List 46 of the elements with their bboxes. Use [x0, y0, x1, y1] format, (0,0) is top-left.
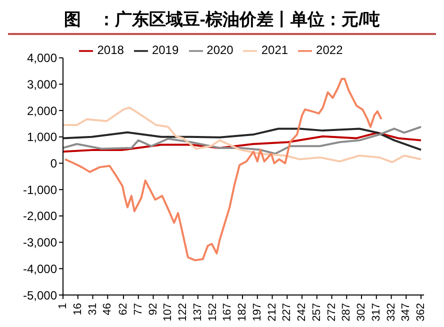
legend-label: 2022 — [316, 43, 343, 57]
x-tick-label: 287 — [340, 303, 353, 322]
y-tick-label: 0 — [50, 156, 58, 170]
x-tick-label: 272 — [326, 303, 338, 322]
x-tick-label: 167 — [222, 303, 234, 322]
x-tick-label: 182 — [236, 303, 249, 322]
legend-label: 2020 — [206, 43, 234, 57]
chart-title: 图 ：广东区域豆-棕油价差丨单位：元/吨 — [8, 8, 436, 35]
y-tick-label: 1,000 — [26, 130, 58, 144]
x-tick-label: 317 — [370, 303, 382, 322]
y-tick-label: -5,000 — [22, 288, 58, 302]
line-series — [63, 132, 422, 153]
x-tick-label: 137 — [192, 303, 204, 322]
x-tick-label: 77 — [132, 303, 144, 316]
line-series — [63, 128, 422, 151]
x-tick-label: 1 — [57, 303, 69, 310]
y-tick-label: -1,000 — [22, 182, 58, 197]
legend-label: 2021 — [261, 43, 288, 57]
x-tick-label: 31 — [86, 303, 99, 316]
line-series — [64, 78, 382, 262]
x-tick-label: 92 — [147, 303, 160, 316]
x-tick-label: 212 — [266, 303, 278, 322]
x-tick-label: 302 — [356, 303, 368, 322]
line-series — [63, 126, 422, 155]
x-tick-label: 152 — [206, 303, 219, 322]
x-tick-label: 197 — [251, 303, 264, 322]
y-tick-label: 2,000 — [26, 104, 58, 118]
y-tick-label: -4,000 — [22, 262, 58, 276]
line-series — [63, 106, 422, 164]
x-tick-label: 227 — [281, 303, 294, 322]
x-tick-label: 122 — [177, 303, 190, 322]
x-tick-label: 347 — [400, 303, 412, 322]
x-tick-label: 107 — [162, 303, 174, 322]
y-tick-label: 3,000 — [26, 77, 58, 92]
legend-label: 2019 — [152, 43, 179, 57]
y-tick-label: -2,000 — [22, 209, 58, 224]
legend-label: 2018 — [97, 43, 124, 57]
x-tick-label: 362 — [415, 303, 428, 322]
x-tick-label: 46 — [102, 303, 114, 316]
y-tick-label: 4,000 — [26, 51, 58, 66]
x-tick-label: 16 — [72, 303, 84, 316]
x-tick-label: 242 — [296, 303, 308, 322]
x-tick-label: 62 — [117, 303, 130, 316]
y-tick-label: -3,000 — [22, 236, 58, 250]
x-tick-label: 257 — [310, 303, 323, 322]
x-tick-label: 332 — [385, 303, 398, 322]
